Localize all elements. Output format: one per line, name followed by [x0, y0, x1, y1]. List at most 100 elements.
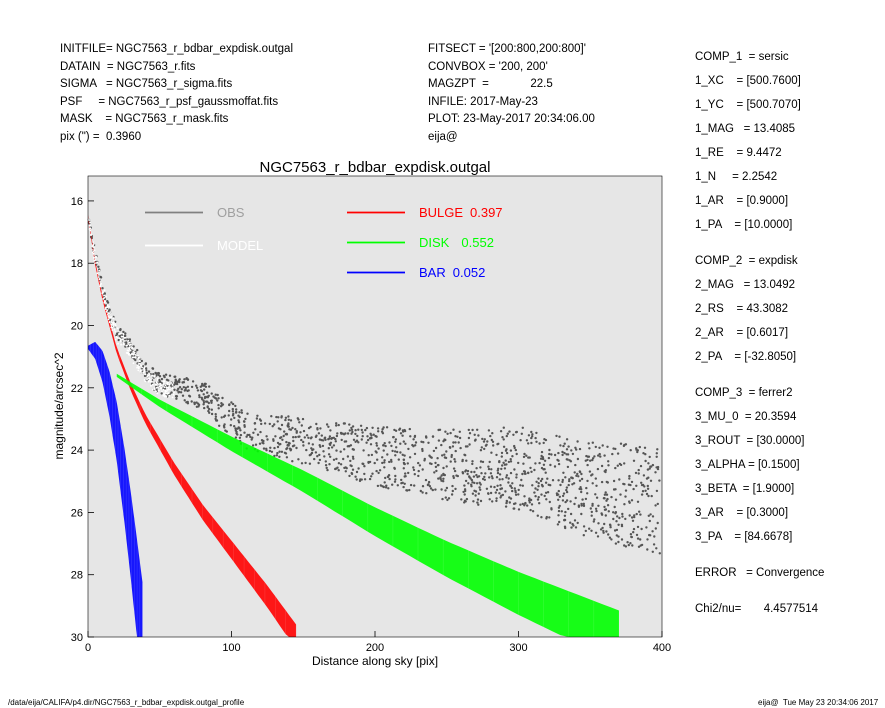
model-points	[87, 218, 175, 399]
model-point	[148, 373, 151, 376]
obs-point	[482, 440, 486, 443]
obs-point	[479, 483, 482, 486]
obs-point	[595, 509, 598, 513]
model-point	[103, 289, 106, 292]
param-row: 3_BETA = [1.9000]	[695, 483, 795, 495]
obs-point	[277, 416, 280, 419]
obs-point	[314, 451, 318, 454]
model-point	[147, 377, 149, 380]
obs-point	[454, 449, 457, 453]
obs-point	[368, 460, 372, 464]
obs-point	[646, 538, 649, 541]
obs-point	[399, 442, 402, 445]
obs-point	[504, 459, 507, 462]
obs-point	[236, 427, 239, 430]
obs-point	[576, 521, 579, 525]
obs-point	[203, 406, 206, 410]
obs-point	[651, 530, 654, 533]
x-axis-label: Distance along sky [pix]	[312, 654, 438, 668]
obs-point	[336, 432, 339, 435]
obs-point	[444, 489, 447, 492]
model-point	[159, 385, 162, 387]
model-point	[93, 246, 95, 249]
obs-point	[119, 328, 122, 331]
obs-point	[499, 484, 502, 487]
obs-point	[440, 474, 443, 477]
obs-point	[591, 502, 594, 506]
obs-point	[390, 460, 393, 463]
obs-point	[582, 525, 586, 528]
obs-point	[537, 477, 540, 480]
obs-point	[557, 509, 561, 513]
obs-point	[468, 443, 471, 446]
obs-point	[207, 407, 211, 411]
chart-title: NGC7563_r_bdbar_expdisk.outgal	[260, 159, 491, 176]
obs-point	[553, 465, 557, 468]
obs-point	[636, 500, 640, 503]
model-point	[162, 388, 165, 391]
obs-point	[385, 484, 388, 487]
obs-point	[558, 504, 561, 508]
obs-point	[185, 377, 188, 380]
model-point	[136, 364, 139, 367]
obs-point	[456, 474, 459, 478]
obs-point	[362, 449, 365, 452]
obs-point	[637, 545, 641, 548]
obs-point	[421, 491, 424, 494]
obs-point	[280, 450, 284, 453]
obs-point	[588, 470, 592, 473]
obs-point	[523, 472, 527, 475]
obs-point	[620, 538, 624, 541]
obs-point	[603, 505, 606, 509]
obs-point	[234, 404, 237, 408]
obs-point	[644, 489, 647, 492]
obs-point	[504, 505, 508, 508]
obs-point	[564, 476, 567, 479]
obs-point	[604, 470, 607, 474]
obs-point	[454, 487, 457, 491]
y-tick-label: 30	[71, 632, 83, 644]
x-tick-label: 0	[85, 642, 91, 654]
obs-point	[574, 446, 577, 449]
obs-point	[483, 447, 486, 451]
obs-point	[550, 453, 553, 456]
obs-point	[540, 466, 544, 470]
obs-point	[606, 445, 609, 448]
legend-label: DISK	[419, 235, 450, 250]
obs-point	[272, 439, 275, 442]
obs-point	[631, 544, 634, 547]
model-point	[158, 389, 160, 392]
obs-point	[350, 471, 353, 475]
obs-point	[388, 460, 391, 464]
obs-point	[519, 484, 522, 487]
obs-point	[337, 462, 341, 465]
obs-point	[654, 504, 657, 507]
obs-point	[160, 377, 164, 381]
model-point	[89, 221, 91, 224]
obs-point	[601, 444, 604, 447]
obs-point	[531, 510, 535, 513]
obs-point	[144, 362, 148, 365]
obs-point	[641, 490, 645, 493]
obs-point	[229, 424, 232, 427]
obs-point	[502, 445, 506, 448]
obs-point	[313, 457, 316, 461]
obs-point	[615, 520, 618, 523]
obs-point	[470, 485, 473, 488]
obs-point	[394, 454, 397, 457]
obs-point	[633, 514, 636, 517]
obs-point	[248, 433, 251, 437]
obs-point	[181, 381, 184, 384]
obs-point	[287, 415, 290, 418]
model-point	[125, 344, 128, 347]
obs-point	[556, 523, 560, 526]
obs-point	[563, 514, 567, 517]
obs-point	[201, 382, 204, 386]
model-point	[97, 276, 100, 278]
obs-point	[502, 438, 505, 441]
model-point	[120, 335, 123, 338]
obs-point	[451, 445, 455, 448]
obs-point	[276, 445, 280, 449]
disk-model	[116, 373, 619, 637]
header-line: FITSECT = '[200:800,200:800]'	[428, 43, 586, 55]
